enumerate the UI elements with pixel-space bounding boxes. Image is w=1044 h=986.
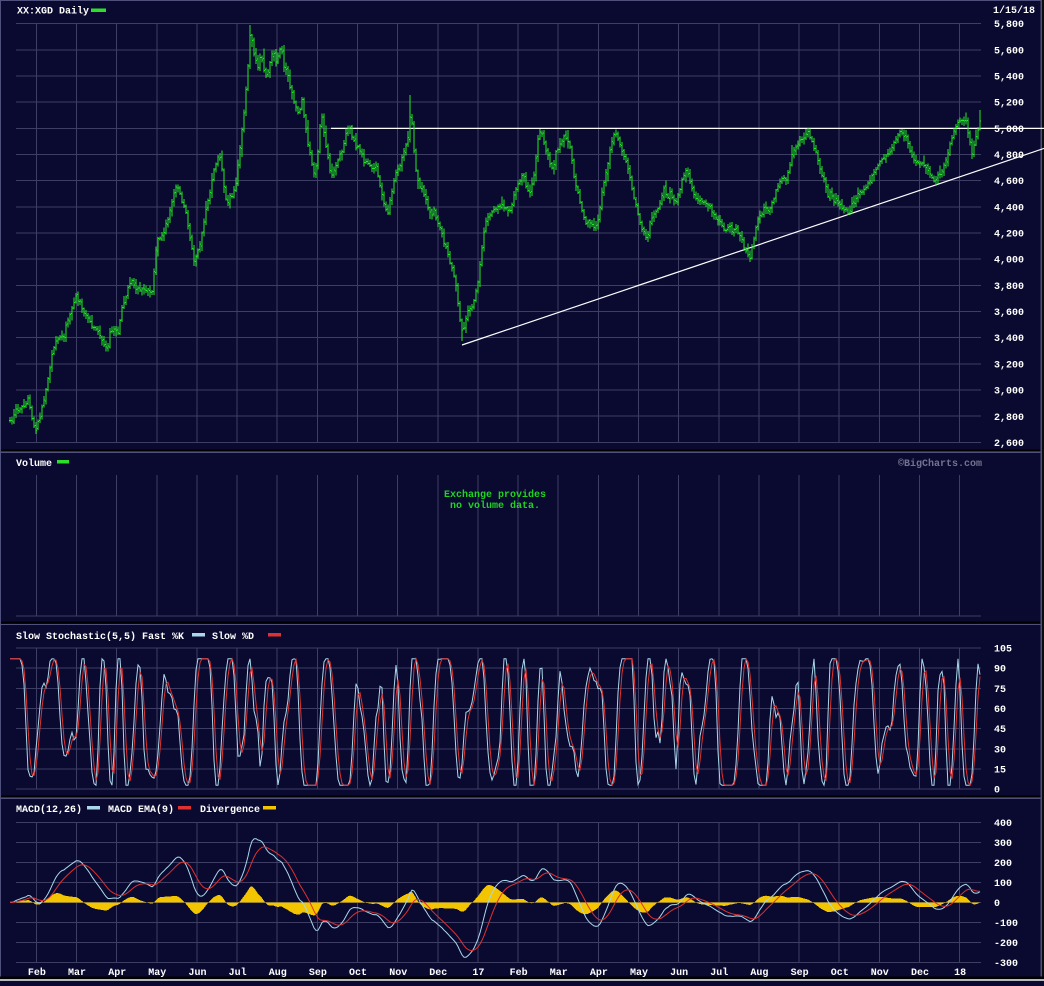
svg-text:100: 100: [994, 879, 1012, 890]
svg-text:3,400: 3,400: [994, 334, 1024, 345]
svg-text:300: 300: [994, 839, 1012, 850]
svg-text:400: 400: [994, 819, 1012, 830]
svg-text:5,000: 5,000: [994, 125, 1024, 136]
svg-text:no volume data.: no volume data.: [450, 500, 540, 512]
svg-text:Nov: Nov: [389, 968, 407, 979]
svg-text:MACD EMA(9): MACD EMA(9): [108, 804, 174, 816]
svg-text:0: 0: [994, 786, 1000, 797]
svg-text:4,400: 4,400: [994, 203, 1024, 214]
svg-text:3,200: 3,200: [994, 360, 1024, 371]
svg-text:Exchange provides: Exchange provides: [444, 489, 546, 501]
svg-text:-300: -300: [994, 959, 1018, 970]
svg-text:Aug: Aug: [269, 968, 287, 979]
svg-text:5,600: 5,600: [994, 46, 1024, 57]
svg-text:3,800: 3,800: [994, 282, 1024, 293]
svg-text:Dec: Dec: [911, 968, 929, 979]
svg-text:Divergence: Divergence: [200, 804, 260, 816]
svg-text:5,400: 5,400: [994, 73, 1024, 84]
svg-text:Feb: Feb: [510, 967, 528, 979]
svg-text:0: 0: [994, 899, 1000, 910]
svg-text:1/15/18: 1/15/18: [993, 5, 1035, 17]
svg-text:Sep: Sep: [791, 968, 809, 979]
svg-text:Oct: Oct: [831, 968, 849, 979]
svg-text:4,800: 4,800: [994, 151, 1024, 162]
svg-text:XX:XGD Daily: XX:XGD Daily: [17, 6, 89, 18]
svg-text:90: 90: [994, 665, 1006, 676]
svg-text:May: May: [630, 968, 648, 979]
svg-text:45: 45: [994, 725, 1006, 736]
svg-text:Nov: Nov: [871, 968, 889, 979]
svg-text:-200: -200: [994, 939, 1018, 950]
svg-text:Jul: Jul: [229, 967, 247, 979]
svg-text:3,000: 3,000: [994, 387, 1024, 398]
svg-text:15: 15: [994, 766, 1006, 777]
svg-text:Slow %D: Slow %D: [212, 631, 254, 643]
svg-text:200: 200: [994, 859, 1012, 870]
svg-text:Slow Stochastic(5,5): Slow Stochastic(5,5): [16, 631, 136, 643]
svg-text:Jun: Jun: [670, 968, 688, 979]
svg-text:75: 75: [994, 685, 1006, 696]
svg-text:2,600: 2,600: [994, 439, 1024, 450]
svg-text:Dec: Dec: [429, 968, 447, 979]
svg-text:Mar: Mar: [550, 968, 568, 979]
svg-text:105: 105: [994, 645, 1012, 656]
svg-text:4,200: 4,200: [994, 230, 1024, 241]
svg-text:MACD(12,26): MACD(12,26): [16, 804, 82, 816]
svg-text:Jul: Jul: [710, 967, 728, 979]
svg-text:18: 18: [954, 968, 966, 979]
svg-text:30: 30: [994, 745, 1006, 756]
svg-text:-100: -100: [994, 919, 1018, 930]
svg-text:2,800: 2,800: [994, 413, 1024, 424]
svg-text:3,600: 3,600: [994, 308, 1024, 319]
svg-text:Aug: Aug: [750, 968, 768, 979]
svg-text:4,000: 4,000: [994, 256, 1024, 267]
svg-text:©BigCharts.com: ©BigCharts.com: [898, 458, 982, 470]
svg-text:Apr: Apr: [590, 968, 608, 979]
svg-text:17: 17: [472, 968, 484, 979]
svg-text:May: May: [148, 968, 166, 979]
svg-text:4,600: 4,600: [994, 177, 1024, 188]
svg-text:Oct: Oct: [349, 968, 367, 979]
svg-text:Mar: Mar: [68, 968, 86, 979]
svg-text:Apr: Apr: [108, 968, 126, 979]
svg-text:60: 60: [994, 705, 1006, 716]
svg-text:5,800: 5,800: [994, 20, 1024, 31]
svg-text:Sep: Sep: [309, 968, 327, 979]
svg-text:5,200: 5,200: [994, 99, 1024, 110]
svg-text:Volume: Volume: [16, 458, 52, 470]
svg-text:Fast %K: Fast %K: [142, 632, 184, 643]
svg-text:Feb: Feb: [28, 967, 46, 979]
svg-text:Jun: Jun: [188, 968, 206, 979]
